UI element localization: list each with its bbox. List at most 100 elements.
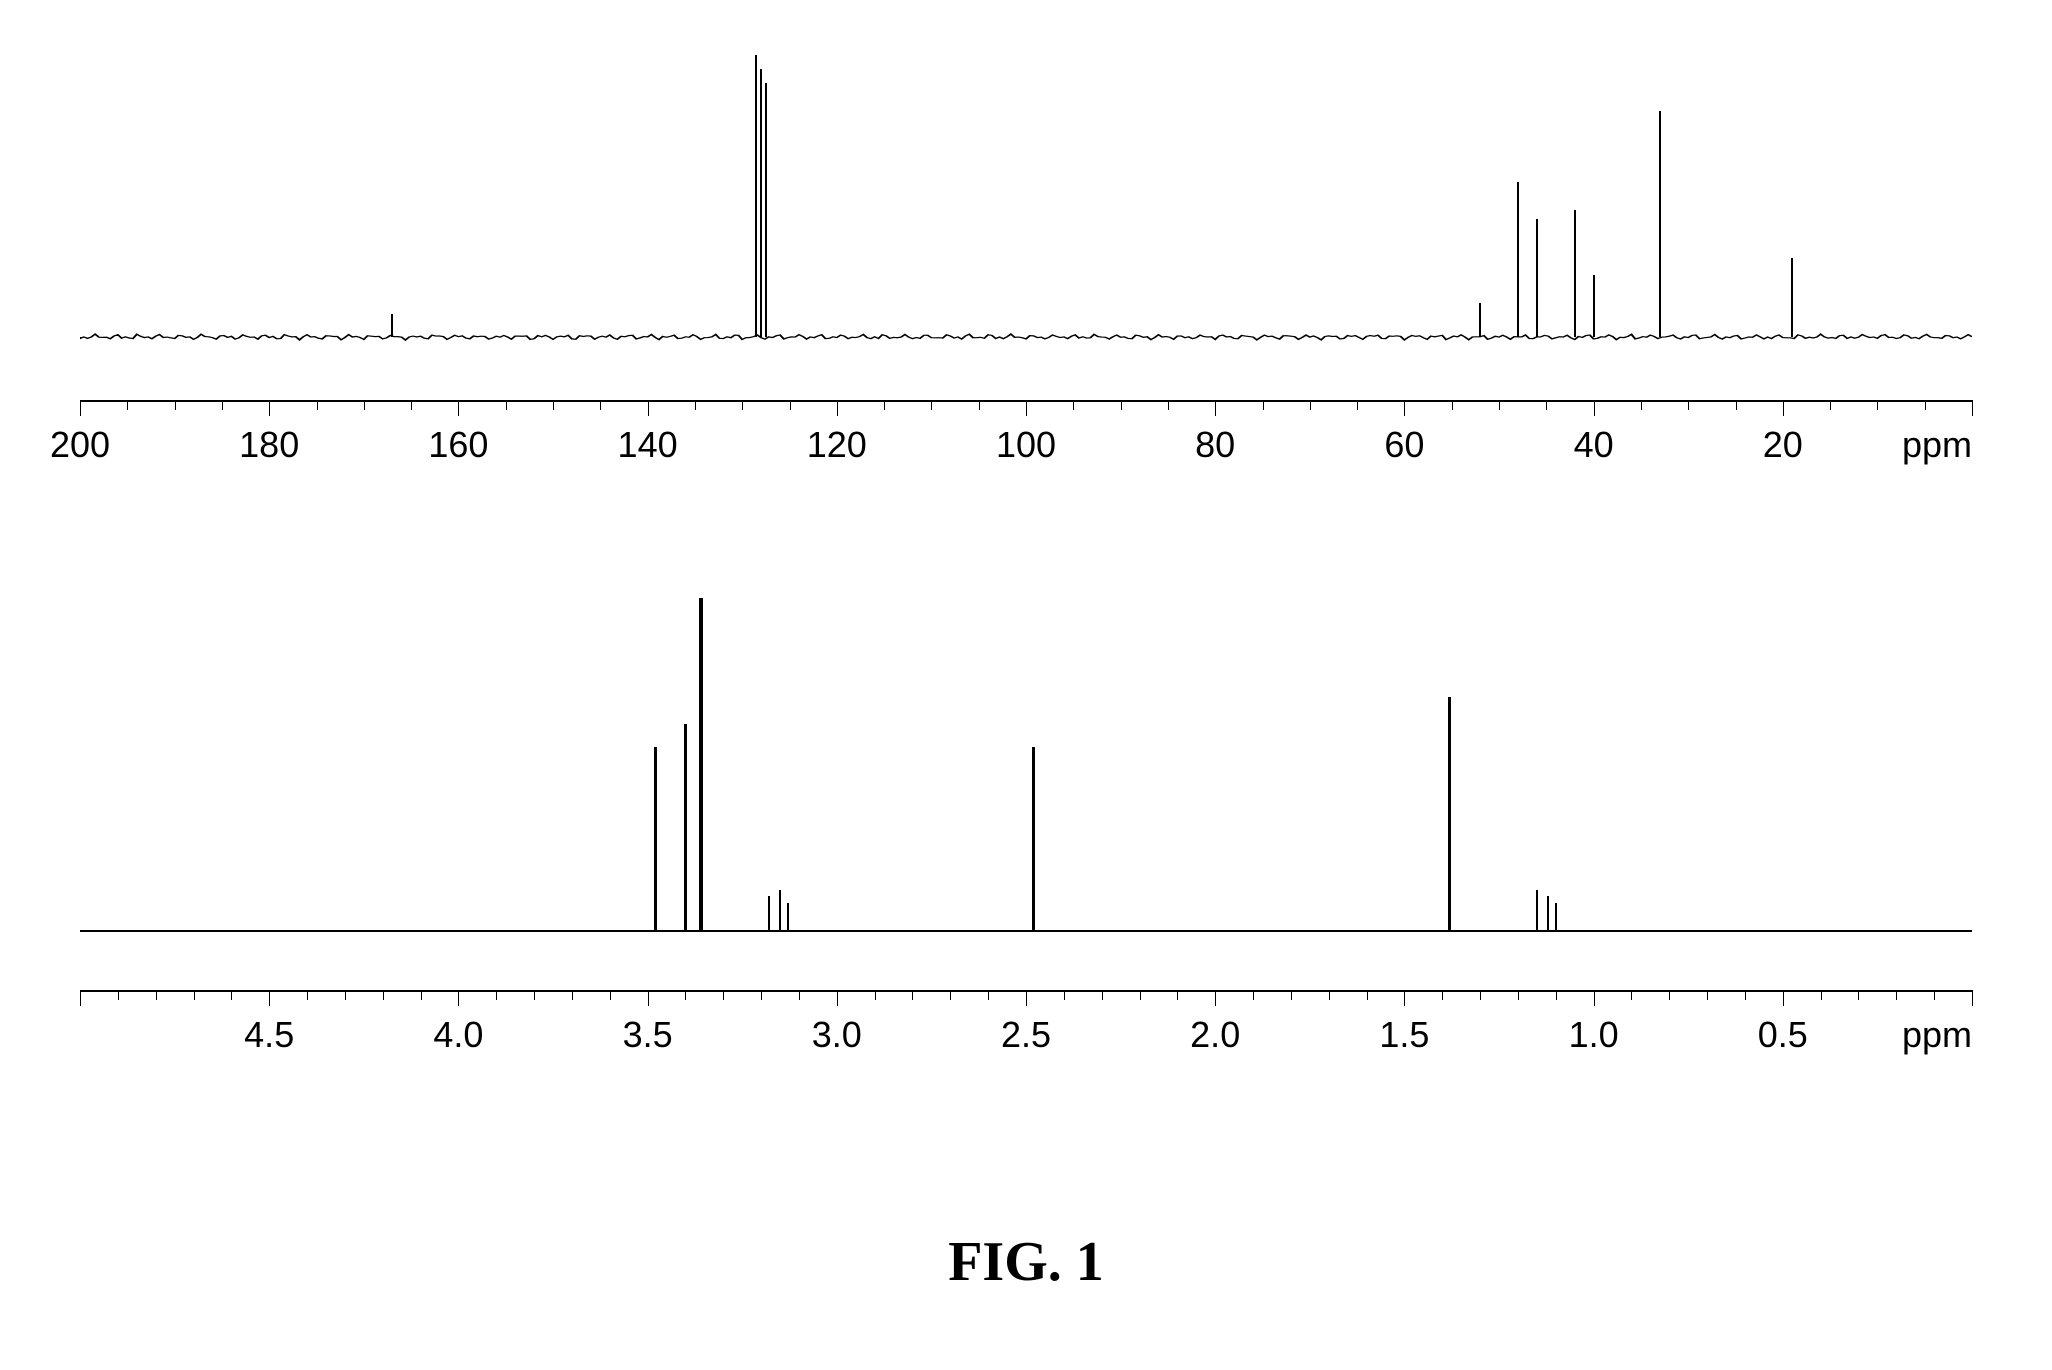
axis-tick-label: 40: [1574, 424, 1614, 466]
axis-tick-minor: [1896, 990, 1897, 1000]
axis-tick-label: 120: [807, 424, 867, 466]
axis-tick-minor: [1121, 400, 1122, 410]
axis-tick-minor: [1546, 400, 1547, 410]
baseline: [80, 930, 1972, 932]
axis-tick-minor: [156, 990, 157, 1000]
spectrum-peak: [787, 903, 789, 930]
axis-tick-minor: [175, 400, 176, 410]
axis-c13: 20018016014012010080604020ppm: [80, 400, 1972, 402]
spectrum-peak: [1517, 182, 1519, 337]
axis-tick-major: [80, 400, 81, 416]
axis-line-c13: 20018016014012010080604020ppm: [80, 400, 1972, 402]
axis-tick-minor: [1736, 400, 1737, 410]
axis-tick-major: [458, 990, 459, 1006]
spectrum-peak: [1593, 275, 1595, 337]
axis-tick-major: [1972, 400, 1973, 416]
axis-tick-major: [837, 400, 838, 416]
axis-tick-label: 100: [996, 424, 1056, 466]
axis-tick-major: [1215, 400, 1216, 416]
axis-tick-minor: [506, 400, 507, 410]
axis-tick-label: 2.0: [1190, 1014, 1240, 1056]
axis-tick-minor: [127, 400, 128, 410]
axis-tick-minor: [383, 990, 384, 1000]
axis-tick-minor: [1669, 990, 1670, 1000]
spectrum-h1: 4.54.03.53.02.52.01.51.00.5ppm: [80, 580, 1972, 1080]
axis-tick-minor: [1168, 400, 1169, 410]
axis-tick-label: 4.5: [244, 1014, 294, 1056]
axis-tick-minor: [1821, 990, 1822, 1000]
baseline-noise: [80, 40, 1972, 370]
axis-tick-major: [837, 990, 838, 1006]
axis-tick-major: [458, 400, 459, 416]
axis-tick-minor: [761, 990, 762, 1000]
axis-tick-label: 0.5: [1758, 1014, 1808, 1056]
axis-tick-label: 4.0: [433, 1014, 483, 1056]
axis-tick-major: [648, 990, 649, 1006]
axis-tick-minor: [979, 400, 980, 410]
axis-tick-minor: [1518, 990, 1519, 1000]
axis-tick-label: 140: [618, 424, 678, 466]
axis-tick-major: [1972, 990, 1973, 1006]
spectrum-peak: [779, 890, 781, 930]
spectrum-peak: [760, 69, 762, 337]
spectrum-peak: [1659, 111, 1661, 337]
plot-area-c13: [80, 40, 1972, 370]
axis-tick-minor: [695, 400, 696, 410]
axis-tick-minor: [1073, 400, 1074, 410]
axis-tick-minor: [875, 990, 876, 1000]
spectrum-peak: [699, 598, 703, 930]
axis-tick-minor: [1310, 400, 1311, 410]
axis-unit-label: ppm: [1902, 424, 1972, 466]
spectrum-peak: [391, 314, 393, 337]
axis-tick-minor: [1452, 400, 1453, 410]
spectrum-peak: [1032, 747, 1035, 930]
axis-tick-minor: [742, 400, 743, 410]
axis-tick-minor: [1367, 990, 1368, 1000]
axis-tick-minor: [1102, 990, 1103, 1000]
axis-tick-label: 200: [50, 424, 110, 466]
axis-tick-minor: [411, 400, 412, 410]
spectrum-peak: [1791, 258, 1793, 337]
axis-tick-minor: [884, 400, 885, 410]
axis-unit-label: ppm: [1902, 1014, 1972, 1056]
axis-tick-minor: [1707, 990, 1708, 1000]
axis-tick-major: [1404, 990, 1405, 1006]
axis-tick-minor: [194, 990, 195, 1000]
spectrum-peak: [1547, 896, 1549, 929]
axis-tick-minor: [1177, 990, 1178, 1000]
axis-tick-major: [1594, 400, 1595, 416]
axis-tick-minor: [1329, 990, 1330, 1000]
axis-tick-minor: [912, 990, 913, 1000]
axis-tick-label: 80: [1195, 424, 1235, 466]
axis-tick-minor: [231, 990, 232, 1000]
axis-tick-minor: [118, 990, 119, 1000]
axis-tick-minor: [1934, 990, 1935, 1000]
spectrum-peak: [1574, 210, 1576, 337]
axis-tick-label: 2.5: [1001, 1014, 1051, 1056]
axis-tick-major: [269, 400, 270, 416]
axis-tick-minor: [553, 400, 554, 410]
plot-area-h1: [80, 580, 1972, 960]
axis-tick-label: 20: [1763, 424, 1803, 466]
axis-tick-minor: [1745, 990, 1746, 1000]
axis-tick-minor: [1357, 400, 1358, 410]
axis-tick-minor: [600, 400, 601, 410]
spectrum-peak: [755, 55, 757, 337]
axis-tick-minor: [685, 990, 686, 1000]
axis-tick-label: 1.5: [1379, 1014, 1429, 1056]
axis-tick-minor: [534, 990, 535, 1000]
axis-tick-minor: [723, 990, 724, 1000]
axis-tick-label: 3.0: [812, 1014, 862, 1056]
axis-tick-minor: [931, 400, 932, 410]
axis-tick-minor: [572, 990, 573, 1000]
axis-tick-major: [1215, 990, 1216, 1006]
axis-tick-minor: [1480, 990, 1481, 1000]
axis-tick-major: [1026, 990, 1027, 1006]
axis-tick-minor: [421, 990, 422, 1000]
spectrum-c13: 20018016014012010080604020ppm: [80, 40, 1972, 460]
axis-tick-minor: [988, 990, 989, 1000]
axis-tick-label: 3.5: [623, 1014, 673, 1056]
axis-tick-minor: [1499, 400, 1500, 410]
axis-tick-major: [1594, 990, 1595, 1006]
figure-title: FIG. 1: [0, 1230, 2052, 1294]
